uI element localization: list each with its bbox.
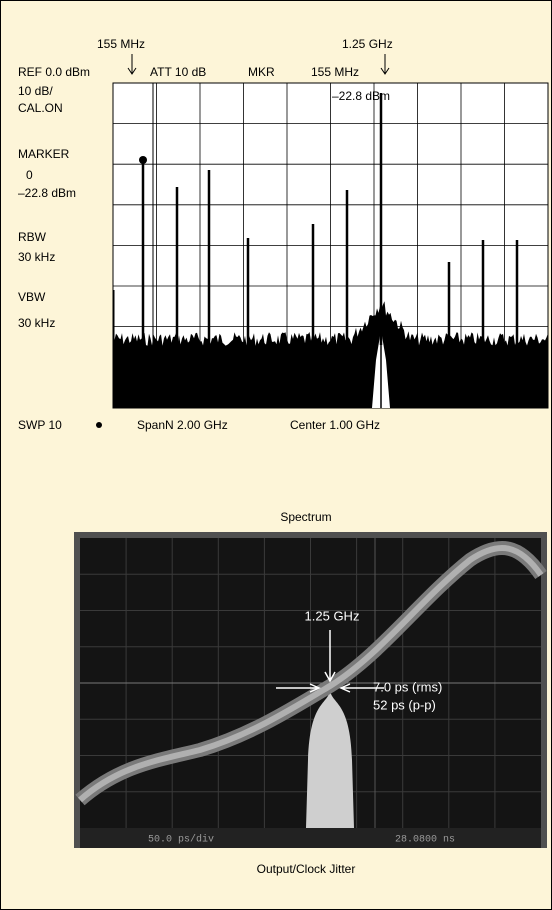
marker-level: –22.8 dBm [18, 186, 76, 200]
attenuation: ATT 10 dB [150, 65, 206, 79]
spectrum-peaks [113, 83, 519, 345]
spectrum-display [112, 82, 549, 409]
frequency-arrow [324, 630, 336, 683]
timebase: 50.0 ps/div [148, 834, 214, 846]
eye-trace-inner [78, 545, 544, 803]
vbw-label: VBW [18, 290, 46, 304]
ref-level: REF 0.0 dBm [18, 65, 90, 79]
spectrum-caption: Spectrum [280, 510, 331, 524]
rbw-value: 30 kHz [18, 250, 55, 264]
span: SpanN 2.00 GHz [137, 418, 228, 432]
jitter-caption: Output/Clock Jitter [257, 862, 356, 876]
sweep: SWP 10 [18, 418, 62, 432]
jitter-arrows [276, 683, 384, 693]
marker-left-label: 155 MHz [97, 37, 145, 51]
rbw-label: RBW [18, 230, 47, 244]
marker-heading: MARKER [18, 147, 70, 161]
marker-dot [139, 156, 147, 164]
scope-display [74, 532, 547, 848]
vbw-value: 30 kHz [18, 316, 55, 330]
mkr-frequency: 155 MHz [311, 65, 359, 79]
center: Center 1.00 GHz [290, 418, 380, 432]
marker-number: 0 [26, 168, 33, 182]
jitter-frequency: 1.25 GHz [305, 608, 360, 623]
marker-right-label: 1.25 GHz [342, 37, 393, 51]
jitter-rms: 7.0 ps (rms) [373, 679, 442, 694]
cal: CAL.ON [18, 101, 63, 115]
jitter-pp: 52 ps (p-p) [373, 697, 436, 712]
noise-floor [113, 301, 548, 408]
mkr-level: –22.8 dBm [332, 89, 390, 103]
marker-left-arrow [127, 54, 137, 75]
time-position: 28.0800 ns [395, 835, 455, 846]
mkr-label: MKR [248, 65, 275, 79]
scope-status-bar [80, 828, 541, 848]
sweep-dot [96, 422, 102, 428]
jitter-histogram [306, 690, 354, 828]
scale: 10 dB/ [18, 84, 53, 98]
marker-right-arrow [380, 54, 390, 75]
